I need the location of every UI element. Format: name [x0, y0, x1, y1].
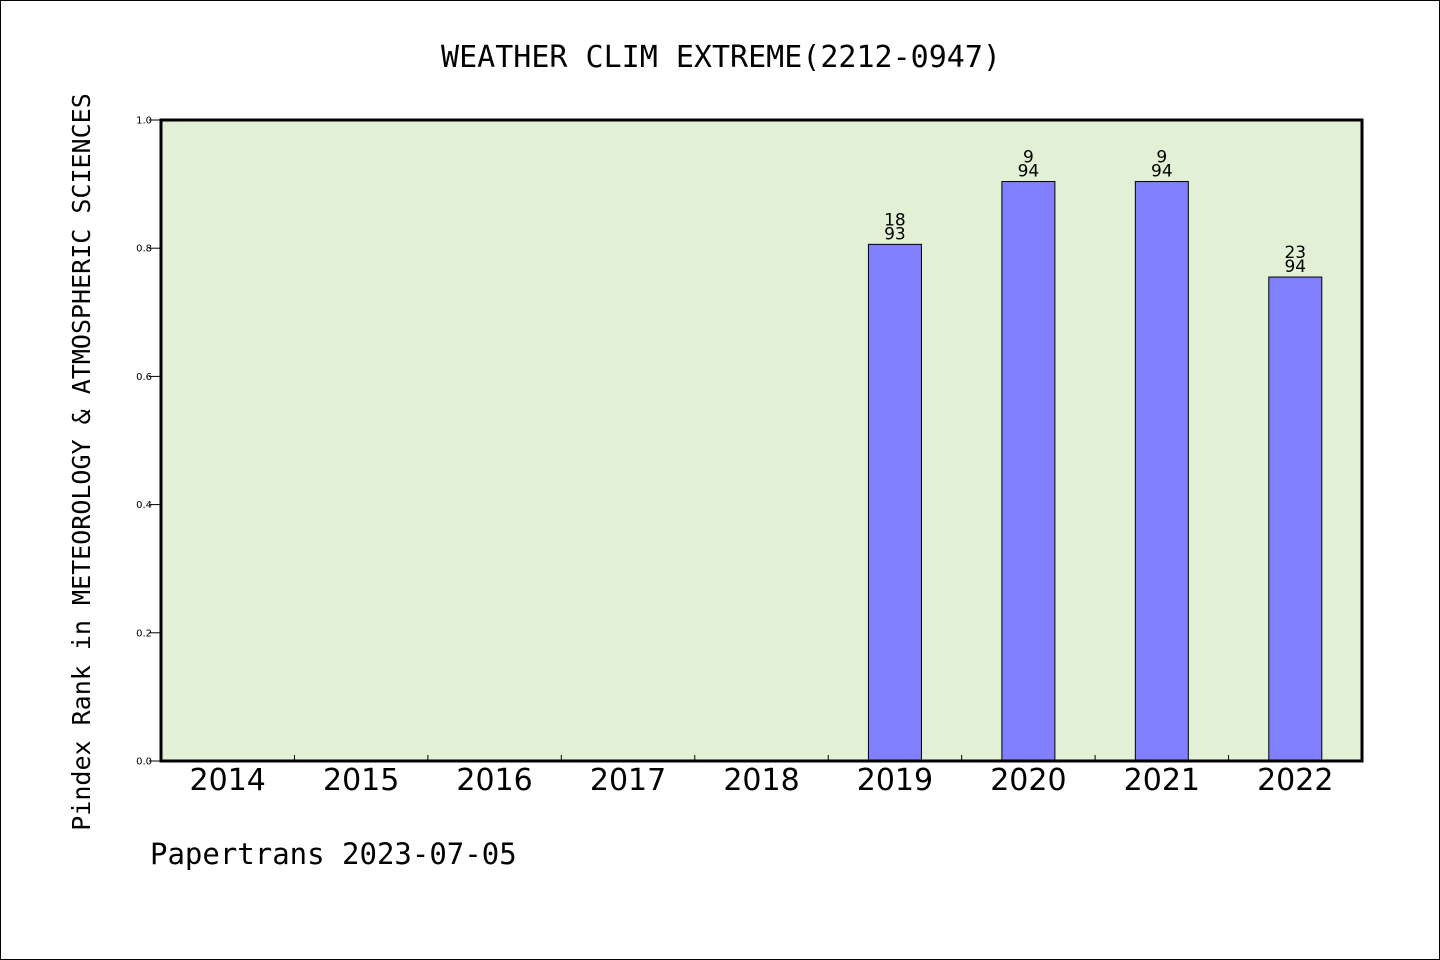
x-tick-label: 2014	[190, 763, 266, 798]
bar	[1001, 181, 1056, 762]
bar	[1134, 181, 1189, 762]
chart-title: WEATHER CLIM EXTREME(2212-0947)	[441, 40, 1001, 75]
y-axis-label: Pindex Rank in METEOROLOGY & ATMOSPHERIC…	[67, 93, 96, 831]
x-tick-label: 2016	[456, 763, 532, 798]
y-tick-label: 0.6	[136, 372, 152, 383]
bar-label-rank: 23	[1284, 243, 1306, 263]
y-tick-label: 0.2	[136, 628, 152, 639]
x-tick-label: 2015	[323, 763, 399, 798]
x-tick-label: 2018	[723, 763, 799, 798]
y-tick-label: 1.0	[136, 116, 152, 127]
plot-border	[159, 118, 1364, 763]
bar-label-rank: 9	[1156, 148, 1167, 168]
bar-label-rank: 18	[884, 210, 906, 230]
bar-label-total: 94	[1284, 257, 1306, 277]
footer-text: Papertrans 2023-07-05	[150, 837, 517, 871]
ticks-layer: 0.0 0.2 0.4 0.6 0.8 1.0 2014 2015 2016 2017 2018 20…	[136, 116, 1333, 799]
x-tick-label: 2022	[1257, 763, 1333, 798]
bar-label-total: 93	[884, 224, 906, 244]
y-tick-label: 0.0	[136, 757, 152, 768]
x-tick-label: 2019	[857, 763, 933, 798]
x-tick-label: 2017	[590, 763, 666, 798]
bar	[1268, 276, 1323, 762]
bar-label-rank: 9	[1023, 148, 1034, 168]
x-tick-label: 2020	[990, 763, 1066, 798]
bar-label-total: 94	[1151, 162, 1173, 182]
bar	[867, 243, 922, 762]
x-tick-label: 2021	[1124, 763, 1200, 798]
y-tick-label: 0.8	[136, 244, 152, 255]
y-tick-label: 0.4	[136, 500, 152, 511]
bar-label-total: 94	[1018, 162, 1040, 182]
